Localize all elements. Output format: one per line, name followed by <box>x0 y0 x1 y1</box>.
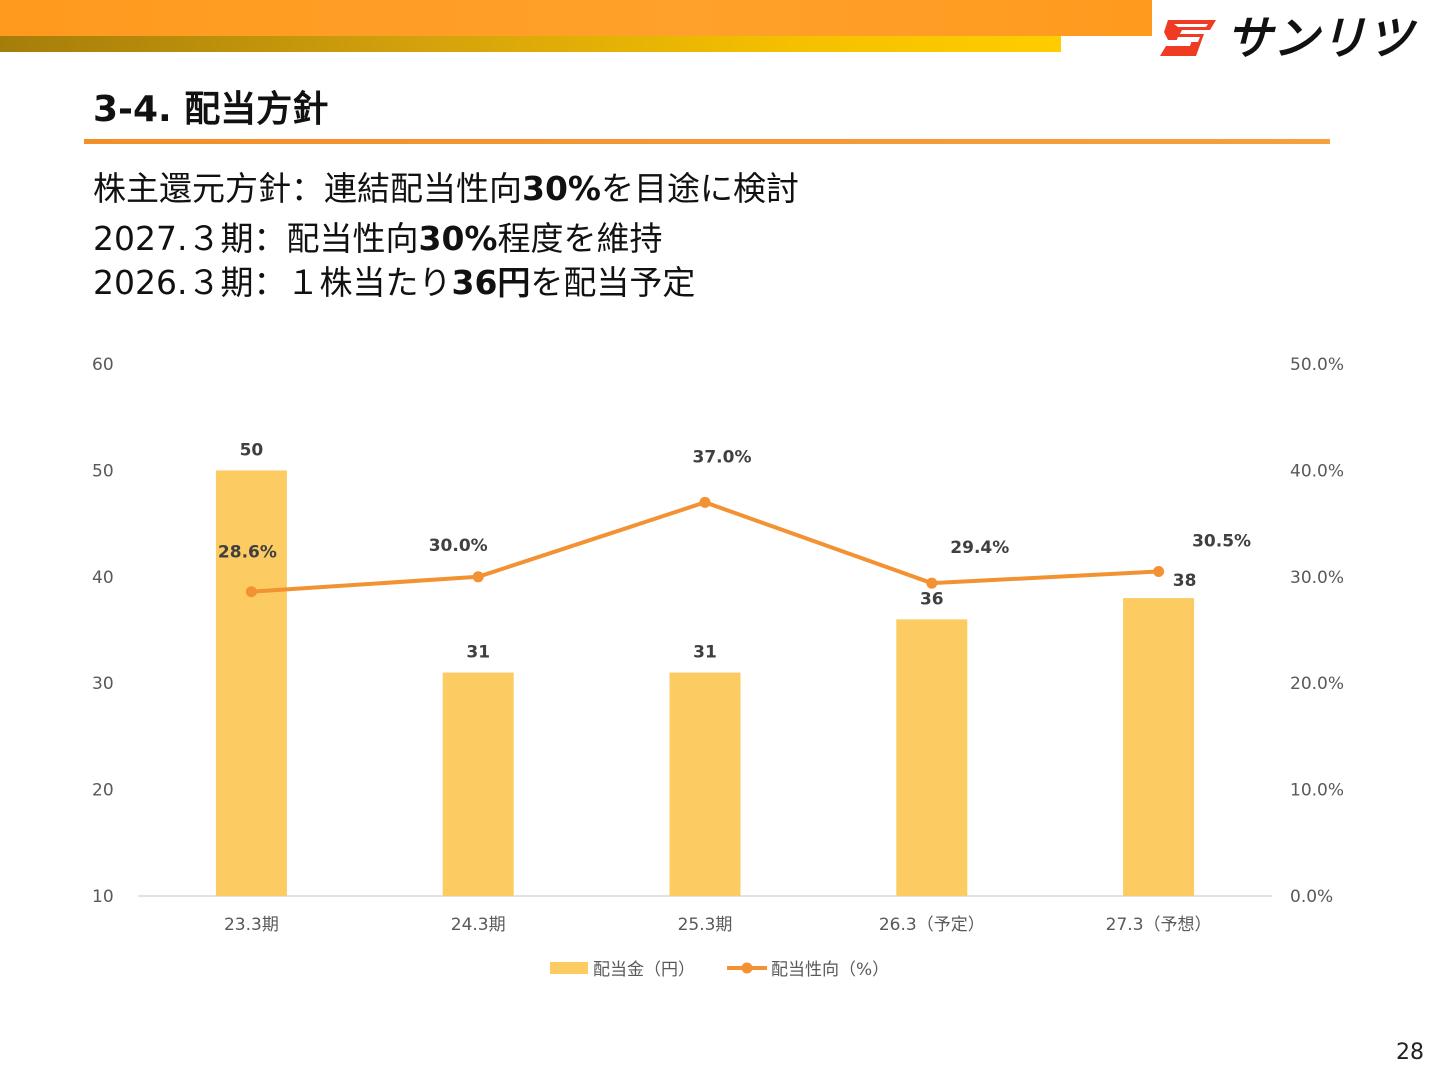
y-right-tick-label: 0.0% <box>1290 887 1333 907</box>
payout-ratio-point <box>926 577 938 589</box>
y-right-tick-label: 30.0% <box>1290 568 1344 588</box>
y-left-tick-label: 10 <box>92 887 114 907</box>
payout-ratio-label: 30.5% <box>1192 531 1251 551</box>
dividend-bar-label: 36 <box>920 589 944 609</box>
payout-ratio-line <box>251 500 1159 594</box>
brand-logo: サンリツ <box>1160 11 1422 66</box>
policy-line-3: 2026.３期：１株当たり36円を配当予定 <box>93 263 696 302</box>
legend-line-marker <box>741 962 753 974</box>
x-tick-label: 24.3期 <box>451 915 506 935</box>
legend-bar-swatch <box>550 962 588 974</box>
dividend-bar <box>669 672 741 896</box>
payout-ratio-point <box>1153 565 1165 577</box>
dividend-bar-label: 38 <box>1173 571 1197 591</box>
x-tick-label: 25.3期 <box>678 915 733 935</box>
y-right-tick-label: 20.0% <box>1290 674 1344 694</box>
page-number: 28 <box>1396 1040 1424 1065</box>
y-left-tick-label: 50 <box>92 461 114 481</box>
dividend-bar <box>215 470 287 896</box>
y-left-tick-label: 40 <box>92 568 114 588</box>
dividend-bar <box>1123 598 1195 896</box>
dividend-bar <box>896 619 968 896</box>
header-orange-band <box>0 0 1152 36</box>
y-left-tick-label: 20 <box>92 781 114 801</box>
dividend-bar-label: 50 <box>240 440 264 460</box>
x-tick-label: 27.3（予想） <box>1106 915 1212 935</box>
y-left-tick-label: 60 <box>92 355 114 375</box>
x-tick-label: 23.3期 <box>224 915 279 935</box>
y-right-tick-label: 50.0% <box>1290 355 1344 375</box>
payout-ratio-label: 29.4% <box>950 538 1009 558</box>
dividend-bar <box>442 672 514 896</box>
y-right-tick-label: 40.0% <box>1290 461 1344 481</box>
policy-line-1: 株主還元方針：連結配当性向30%を目途に検討 <box>93 169 799 208</box>
dividend-bar-label: 31 <box>466 643 490 663</box>
payout-ratio-label: 37.0% <box>693 447 752 467</box>
payout-ratio-point <box>245 586 257 598</box>
payout-ratio-label: 28.6% <box>218 543 277 563</box>
payout-ratio-point <box>472 571 484 583</box>
legend-bar-label: 配当金（円） <box>593 960 695 980</box>
policy-line-2: 2027.３期：配当性向30%程度を維持 <box>93 219 663 258</box>
payout-ratio-point <box>699 496 711 508</box>
y-left-tick-label: 30 <box>92 674 114 694</box>
legend-line-label: 配当性向（%） <box>771 960 889 980</box>
page-title: 3-4. 配当方針 <box>93 89 329 130</box>
policy-list: 株主還元方針：連結配当性向30%を目途に検討 2027.３期：配当性向30%程度… <box>93 166 799 306</box>
dividend-bar-label: 31 <box>693 643 717 663</box>
header-gold-band <box>0 36 1061 52</box>
title-underline <box>84 139 1330 144</box>
x-tick-label: 26.3（予定） <box>879 915 985 935</box>
payout-ratio-label: 30.0% <box>429 536 488 556</box>
brand-name: サンリツ <box>1226 11 1414 65</box>
y-right-tick-label: 10.0% <box>1290 781 1344 801</box>
sanritsu-logo-icon <box>1160 20 1216 56</box>
